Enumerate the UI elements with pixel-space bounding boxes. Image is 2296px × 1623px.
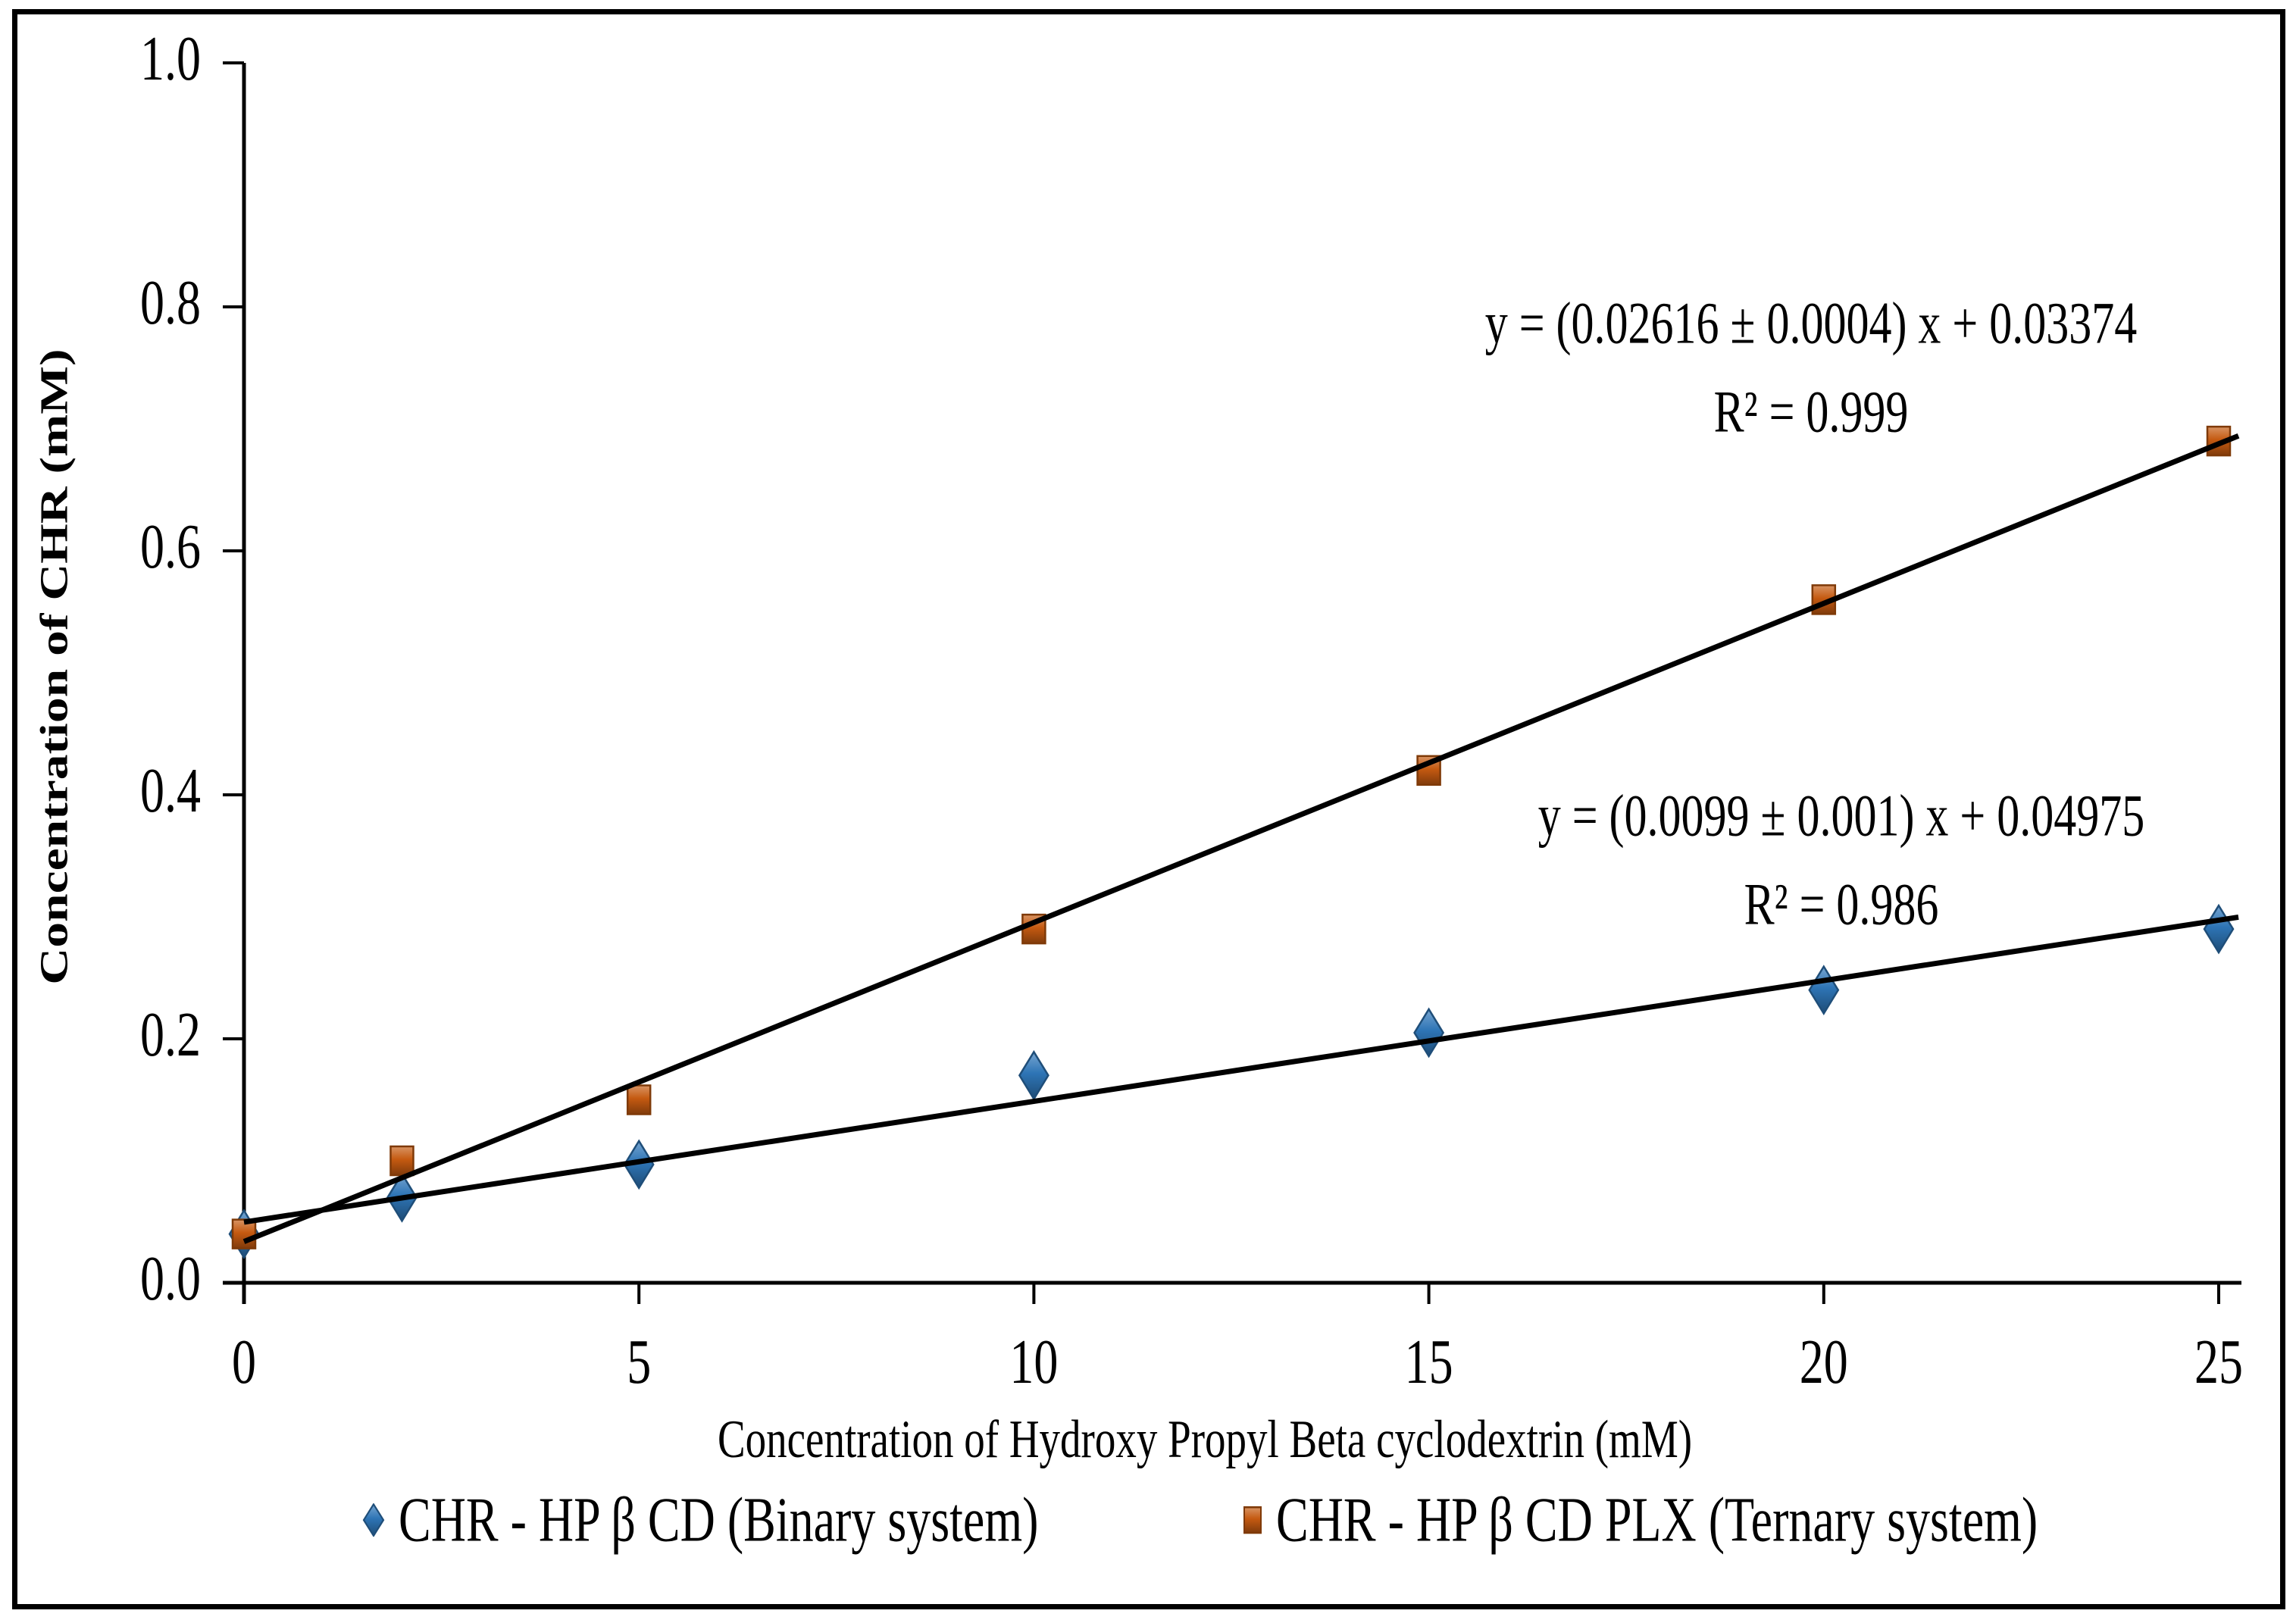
data-point-binary [1808,965,1840,1015]
data-point-binary [1018,1049,1049,1101]
equation-binary: y = (0.0099 ± 0.001) x + 0.04975 R² = 0.… [1421,771,2262,949]
axes [223,63,2241,1304]
equation-binary-line1: y = (0.0099 ± 0.001) x + 0.04975 [1537,783,2145,849]
equation-ternary: y = (0.02616 ± 0.0004) x + 0.03374 R² = … [1390,279,2232,456]
tick-labels: 0.0 0.2 0.4 0.6 0.8 1.0 0 5 10 15 20 25 [140,24,2243,1397]
data-point-binary [623,1139,655,1190]
diamond-marker-icon [362,1503,385,1537]
tick-marks [223,61,2220,1304]
trendline-binary [243,914,2239,1225]
data-point-ternary [231,1218,257,1249]
y-tick-label: 0.2 [140,1000,201,1070]
y-tick-label: 0.0 [140,1244,201,1314]
data-point-binary [1413,1007,1445,1059]
data-point-ternary [389,1145,414,1177]
legend-item-ternary: CHR - HP β CD PLX (Ternary system) [1243,1484,2038,1556]
data-point-ternary [626,1084,652,1115]
legend-item-binary: CHR - HP β CD (Binary system) [362,1484,1038,1556]
x-tick-label: 0 [232,1327,256,1397]
x-tick-label: 25 [2194,1327,2243,1397]
equation-ternary-r2: R² = 0.999 [1713,379,1909,445]
y-axis-title: Concentration of CHR (mM) [33,349,77,985]
x-axis-title: Concentration of Hydroxy Propyl Beta cyc… [717,1409,1693,1469]
x-tick-label: 10 [1009,1327,1058,1397]
y-tick-label: 1.0 [140,24,201,94]
y-tick-label: 0.4 [140,756,201,826]
legend-label-ternary: CHR - HP β CD PLX (Ternary system) [1276,1484,2038,1555]
x-tick-label: 5 [627,1327,651,1397]
x-tick-label: 20 [1800,1327,1848,1397]
trendline-ternary [242,433,2240,1244]
y-tick-label: 0.6 [140,512,201,582]
y-tick-label: 0.8 [140,268,201,338]
figure-border [12,9,2285,1609]
trendlines [242,433,2240,1244]
x-tick-label: 15 [1405,1327,1453,1397]
equation-ternary-line1: y = (0.02616 ± 0.0004) x + 0.03374 [1484,290,2138,356]
square-marker-icon [1243,1506,1262,1534]
equation-binary-r2: R² = 0.986 [1744,871,1939,937]
legend-label-binary: CHR - HP β CD (Binary system) [399,1484,1039,1555]
